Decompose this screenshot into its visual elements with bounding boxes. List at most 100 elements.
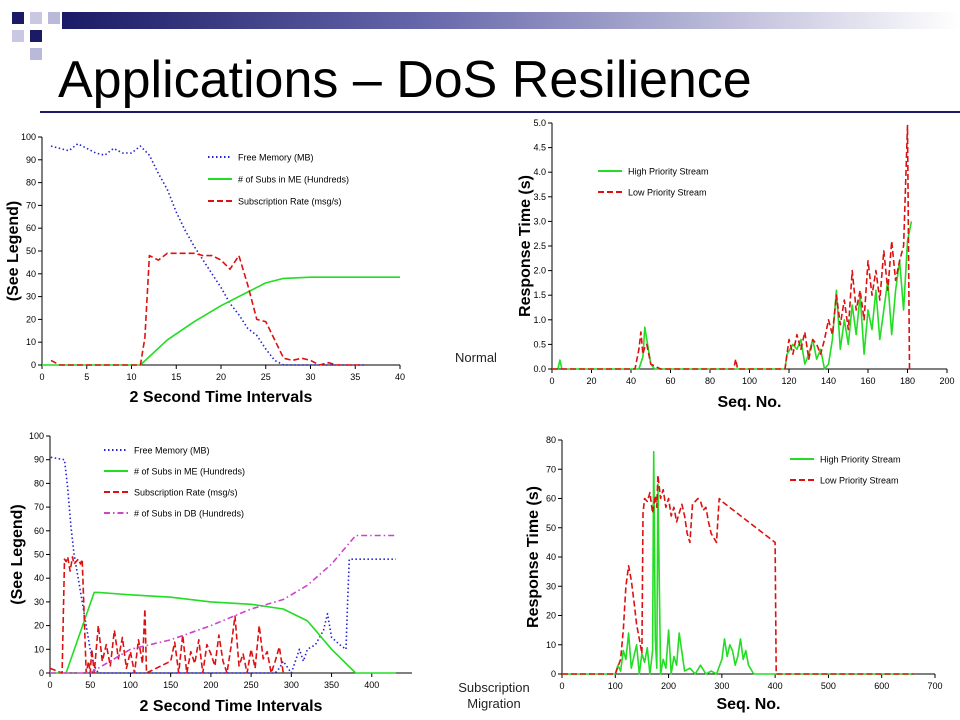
- x-tick-label: 500: [821, 681, 836, 691]
- legend-label-free-memory-mb: Free Memory (MB): [238, 153, 314, 163]
- series-line-high-priority-stream: [562, 450, 914, 675]
- legend-label-low-priority-stream: Low Priority Stream: [628, 188, 707, 198]
- y-tick-label: 1.5: [533, 290, 546, 300]
- corner-block-dark-1: [12, 12, 24, 24]
- y-tick-label: 4.5: [533, 143, 546, 153]
- y-tick-label: 0: [551, 669, 556, 679]
- y-tick-label: 30: [546, 581, 556, 591]
- x-tick-label: 200: [939, 376, 954, 386]
- corner-block-dark-2: [30, 30, 42, 42]
- y-tick-label: 70: [546, 464, 556, 474]
- legend-label-free-memory-mb: Free Memory (MB): [134, 446, 210, 456]
- series-line-of-subs-in-me-hundreds: [50, 591, 396, 674]
- y-tick-label: 80: [26, 178, 36, 188]
- x-tick-label: 0: [549, 376, 554, 386]
- chart-bottom-right: 0 10 20 30 40 50 60 70 80 0 100 200 300 400 500 600 700 S…: [525, 435, 942, 713]
- y-tick-label: 0: [31, 360, 36, 370]
- x-tick-label: 30: [305, 372, 315, 382]
- x-tick-label: 160: [860, 376, 875, 386]
- series-line-low-priority-stream: [562, 474, 914, 675]
- series-line-low-priority-stream: [552, 124, 911, 370]
- y-tick-label: 60: [26, 223, 36, 233]
- x-tick-label: 700: [927, 681, 942, 691]
- y-tick-label: 10: [34, 644, 44, 654]
- y-tick-label: 20: [34, 621, 44, 631]
- legend-label-of-subs-in-me-hundreds: # of Subs in ME (Hundreds): [134, 467, 245, 477]
- chart-top-right: 0.0 0.5 1.0 1.5 2.0 2.5 3.0 3.5 4.0 4.5 5.0 0 20 40 60…: [517, 118, 954, 411]
- y-tick-label: 70: [34, 502, 44, 512]
- x-tick-label: 80: [705, 376, 715, 386]
- y-tick-label: 30: [34, 597, 44, 607]
- y-tick-label: 0.5: [533, 339, 546, 349]
- legend-label-of-subs-in-me-hundreds: # of Subs in ME (Hundreds): [238, 175, 349, 185]
- y-tick-label: 2.0: [533, 266, 546, 276]
- x-tick-label: 100: [123, 680, 138, 690]
- x-tick-label: 200: [661, 681, 676, 691]
- x-tick-label: 0: [559, 681, 564, 691]
- y-tick-label: 20: [26, 314, 36, 324]
- y-tick-label: 40: [34, 573, 44, 583]
- x-tick-label: 25: [261, 372, 271, 382]
- x-tick-label: 20: [216, 372, 226, 382]
- y-tick-label: 70: [26, 200, 36, 210]
- y-tick-label: 50: [34, 550, 44, 560]
- y-axis-label: Response Time (s): [517, 175, 534, 317]
- series-line-of-subs-in-db-hundreds: [50, 534, 396, 674]
- x-tick-label: 300: [714, 681, 729, 691]
- chart-bottom-left: 0 10 20 30 40 50 60 70 80 90 100 0 50 100 150 200 250 300…: [9, 431, 412, 715]
- y-tick-label: 30: [26, 292, 36, 302]
- legend-label-of-subs-in-db-hundreds: # of Subs in DB (Hundreds): [134, 509, 244, 519]
- legend-label-high-priority-stream: High Priority Stream: [820, 455, 901, 465]
- x-tick-label: 0: [47, 680, 52, 690]
- y-tick-label: 10: [26, 337, 36, 347]
- series-line-free-memory-mb: [50, 456, 396, 674]
- x-axis-label: 2 Second Time Intervals: [140, 698, 323, 715]
- series-line-of-subs-in-me-hundreds: [42, 276, 400, 366]
- label-normal: Normal: [455, 350, 497, 365]
- title-rule: [40, 111, 960, 113]
- series-line-subscription-rate-msg-s: [50, 252, 365, 366]
- x-tick-label: 0: [39, 372, 44, 382]
- x-tick-label: 600: [874, 681, 889, 691]
- corner-block-light-4: [30, 48, 42, 60]
- corner-block-light-3: [12, 30, 24, 42]
- x-tick-label: 200: [203, 680, 218, 690]
- x-tick-label: 250: [244, 680, 259, 690]
- y-tick-label: 60: [546, 494, 556, 504]
- y-tick-label: 100: [29, 431, 44, 441]
- x-tick-label: 300: [284, 680, 299, 690]
- y-tick-label: 4.0: [533, 167, 546, 177]
- x-tick-label: 40: [626, 376, 636, 386]
- y-tick-label: 2.5: [533, 241, 546, 251]
- x-tick-label: 400: [364, 680, 379, 690]
- legend-label-subscription-rate-msg-s: Subscription Rate (msg/s): [134, 488, 238, 498]
- x-axis-label: Seq. No.: [717, 394, 781, 411]
- series-line-high-priority-stream: [552, 221, 913, 370]
- x-axis-label: 2 Second Time Intervals: [130, 389, 313, 406]
- x-tick-label: 350: [324, 680, 339, 690]
- y-tick-label: 100: [21, 132, 36, 142]
- y-tick-label: 10: [546, 640, 556, 650]
- label-subscription-migration: Subscription Migration: [442, 680, 546, 712]
- x-tick-label: 10: [126, 372, 136, 382]
- y-tick-label: 0: [39, 668, 44, 678]
- slide-title: Applications – DoS Resilience: [58, 51, 752, 109]
- x-tick-label: 35: [350, 372, 360, 382]
- y-tick-label: 1.0: [533, 315, 546, 325]
- y-tick-label: 80: [34, 478, 44, 488]
- corner-block-light-1: [30, 12, 42, 24]
- x-tick-label: 15: [171, 372, 181, 382]
- x-tick-label: 60: [665, 376, 675, 386]
- legend-label-high-priority-stream: High Priority Stream: [628, 167, 709, 177]
- x-tick-label: 120: [781, 376, 796, 386]
- y-axis-label: Response Time (s): [525, 486, 542, 628]
- x-tick-label: 50: [85, 680, 95, 690]
- y-tick-label: 80: [546, 435, 556, 445]
- x-tick-label: 100: [742, 376, 757, 386]
- header-bar: [62, 12, 960, 29]
- y-tick-label: 50: [26, 246, 36, 256]
- y-axis-label: (See Legend): [9, 504, 26, 604]
- y-axis-label: (See Legend): [5, 201, 22, 301]
- x-axis-label: Seq. No.: [716, 696, 780, 713]
- label-migration-line1: Subscription: [458, 680, 530, 695]
